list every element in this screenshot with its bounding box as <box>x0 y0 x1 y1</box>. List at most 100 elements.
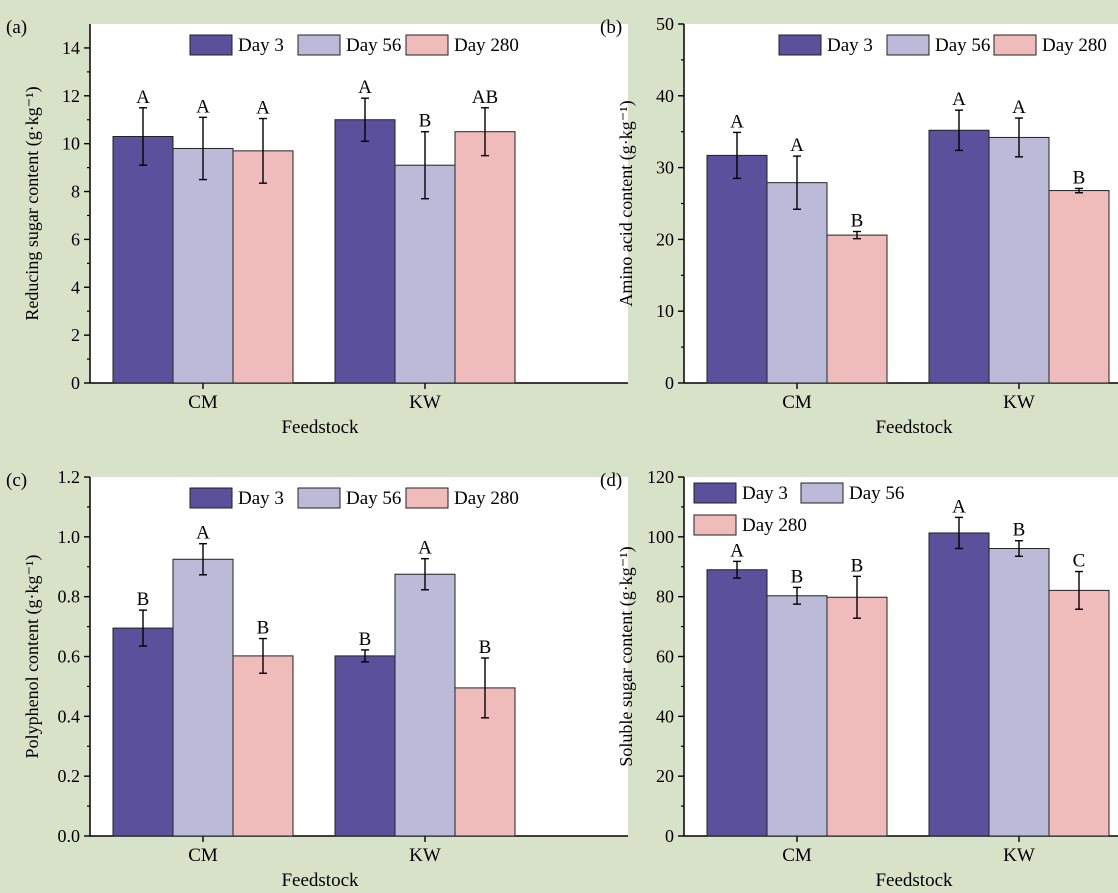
x-axis-label: Feedstock <box>281 417 359 438</box>
x-axis-label: Feedstock <box>875 417 953 438</box>
legend-label: Day 280 <box>742 515 807 536</box>
x-tick-label: KW <box>409 845 441 866</box>
y-tick-label: 120 <box>647 467 674 487</box>
legend: Day 3 Day 56 Day 280 <box>189 34 519 56</box>
chart-panel-a: (a) 0 2 4 6 8 10 12 14 Reducing sugar content (g·… <box>6 17 628 438</box>
significance-letter: A <box>196 523 210 544</box>
significance-letter: B <box>419 111 432 132</box>
bar-cm-series2 <box>826 234 888 384</box>
significance-letter: B <box>851 211 864 232</box>
y-tick-label: 50 <box>656 14 674 34</box>
bar-cm-series1 <box>172 558 234 837</box>
y-tick-label: 10 <box>62 134 80 154</box>
x-tick-label: CM <box>188 845 218 866</box>
bar-cm-series1 <box>172 147 234 384</box>
significance-letter: B <box>851 555 864 576</box>
bar-cm-series1 <box>766 182 828 384</box>
y-tick-label: 4 <box>71 277 80 297</box>
significance-letter: C <box>1073 551 1086 572</box>
y-tick-label: 8 <box>71 182 80 202</box>
y-tick-label: 60 <box>656 647 674 667</box>
bar-kw-series0 <box>334 655 396 837</box>
chart-panel-c: (c) 0.0 0.2 0.4 0.6 0.8 1.0 1.2 Polyphenol conte… <box>6 467 628 891</box>
y-tick-label: 2 <box>71 325 80 345</box>
y-tick-label: 20 <box>656 766 674 786</box>
y-tick-label: 0 <box>71 373 80 393</box>
bar-kw-series0 <box>928 129 990 384</box>
bar-kw-series1 <box>988 548 1050 837</box>
y-axis-label: Amino acid content (g·kg⁻¹) <box>616 100 637 306</box>
significance-letter: A <box>418 538 432 559</box>
legend-swatch <box>778 34 822 56</box>
significance-letter: B <box>479 637 492 658</box>
significance-letter: A <box>196 96 210 117</box>
legend-label: Day 3 <box>742 483 788 504</box>
legend-swatch <box>886 34 930 56</box>
panel-label: (d) <box>600 470 622 491</box>
bar-cm-series0 <box>706 154 768 384</box>
legend: Day 3 Day 56 Day 280 <box>189 487 519 509</box>
chart-panel-d: (d) 0 20 40 60 80 100 120 Soluble sugar content … <box>600 467 1118 891</box>
significance-letter: A <box>136 87 150 108</box>
x-tick-label: CM <box>188 392 218 413</box>
y-tick-label: 40 <box>656 86 674 106</box>
y-tick-label: 14 <box>62 38 80 58</box>
bar-kw-series0 <box>928 532 990 837</box>
significance-letter: A <box>790 135 804 156</box>
significance-letter: B <box>257 618 270 639</box>
bar-cm-series2 <box>232 655 294 837</box>
bar-kw-series1 <box>988 136 1050 384</box>
significance-letter: B <box>1073 167 1086 188</box>
bar-kw-series0 <box>334 119 396 384</box>
bar-kw-series1 <box>394 573 456 837</box>
legend-label: Day 56 <box>346 35 401 56</box>
legend-swatch <box>993 34 1037 56</box>
y-tick-label: 0.6 <box>58 647 81 667</box>
legend-swatch <box>693 482 737 504</box>
legend-swatch <box>189 487 233 509</box>
x-tick-label: CM <box>782 845 812 866</box>
y-tick-label: 1.2 <box>58 467 81 487</box>
significance-letter: B <box>359 629 372 650</box>
bar-cm-series0 <box>112 135 174 384</box>
y-tick-label: 0.2 <box>58 766 81 786</box>
y-axis-label: Soluble sugar content (g·kg⁻¹) <box>616 546 637 766</box>
y-tick-label: 12 <box>62 86 80 106</box>
y-tick-label: 40 <box>656 706 674 726</box>
legend-label: Day 3 <box>827 35 873 56</box>
bar-cm-series2 <box>826 596 888 837</box>
legend-swatch <box>693 514 737 536</box>
legend: Day 3 Day 56 Day 280 <box>778 34 1107 56</box>
y-axis-label: Reducing sugar content (g·kg⁻¹) <box>22 86 43 320</box>
legend-swatch <box>405 487 449 509</box>
y-tick-label: 0 <box>665 373 674 393</box>
bar-cm-series2 <box>232 150 294 384</box>
panel-label: (c) <box>6 470 27 491</box>
legend-label: Day 3 <box>238 488 284 509</box>
panel-label: (b) <box>600 17 622 38</box>
x-tick-label: CM <box>782 392 812 413</box>
bar-cm-series0 <box>706 569 768 837</box>
y-tick-label: 80 <box>656 587 674 607</box>
legend-label: Day 56 <box>849 483 904 504</box>
y-tick-label: 1.0 <box>58 527 81 547</box>
significance-letter: B <box>791 566 804 587</box>
significance-letter: A <box>730 111 744 132</box>
legend-label: Day 280 <box>1042 35 1107 56</box>
chart-panel-b: (b) 0 10 20 30 40 50 Amino acid content (g·kg⁻¹… <box>600 14 1118 438</box>
y-tick-label: 0.4 <box>58 706 81 726</box>
significance-letter: A <box>952 89 966 110</box>
significance-letter: AB <box>472 87 498 108</box>
y-axis-label: Polyphenol content (g·kg⁻¹) <box>22 555 43 759</box>
y-tick-label: 0 <box>665 826 674 846</box>
bar-kw-series2 <box>1048 589 1110 837</box>
y-tick-label: 10 <box>656 301 674 321</box>
legend-swatch <box>800 482 844 504</box>
legend-label: Day 3 <box>238 35 284 56</box>
bar-kw-series2 <box>1048 190 1110 384</box>
y-tick-label: 100 <box>647 527 674 547</box>
legend-swatch <box>189 34 233 56</box>
significance-letter: A <box>256 98 270 119</box>
